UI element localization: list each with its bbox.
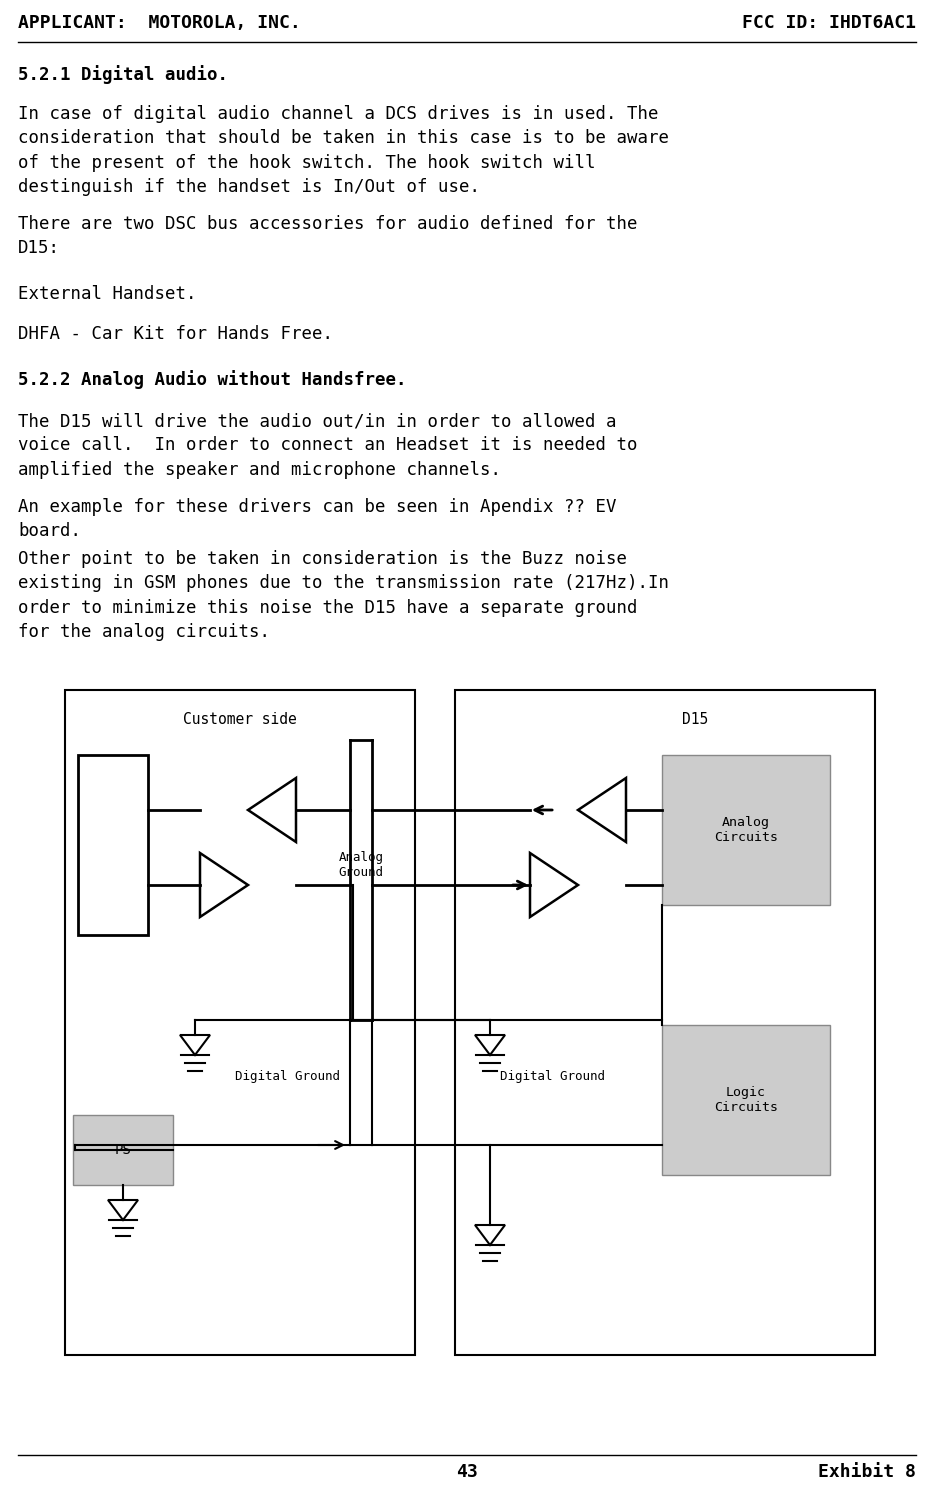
Bar — [65, 691, 415, 1354]
Text: 5.2.1 Digital audio.: 5.2.1 Digital audio. — [18, 64, 228, 84]
Text: Digital Ground: Digital Ground — [235, 1070, 340, 1082]
Text: FCC ID: IHDT6AC1: FCC ID: IHDT6AC1 — [742, 13, 916, 31]
Text: DHFA - Car Kit for Hands Free.: DHFA - Car Kit for Hands Free. — [18, 324, 333, 342]
Bar — [455, 691, 875, 1354]
Text: An example for these drivers can be seen in Apendix ?? EV
board.: An example for these drivers can be seen… — [18, 498, 616, 540]
Text: 43: 43 — [456, 1464, 478, 1482]
Text: Analog
Circuits: Analog Circuits — [714, 816, 778, 845]
Text: Other point to be taken in consideration is the Buzz noise
existing in GSM phone: Other point to be taken in consideration… — [18, 550, 669, 641]
Text: Digital Ground: Digital Ground — [500, 1070, 605, 1082]
Bar — [73, 1115, 173, 1186]
Text: PS: PS — [115, 1144, 132, 1157]
Bar — [78, 755, 148, 934]
Text: Exhibit 8: Exhibit 8 — [818, 1464, 916, 1482]
Text: Logic
Circuits: Logic Circuits — [714, 1085, 778, 1114]
Text: 5.2.2 Analog Audio without Handsfree.: 5.2.2 Analog Audio without Handsfree. — [18, 369, 406, 389]
Bar — [662, 755, 830, 904]
Text: Customer side: Customer side — [183, 712, 297, 727]
Text: D15: D15 — [682, 712, 708, 727]
Text: APPLICANT:  MOTOROLA, INC.: APPLICANT: MOTOROLA, INC. — [18, 13, 301, 31]
Text: External Handset.: External Handset. — [18, 286, 196, 303]
Bar — [662, 1026, 830, 1175]
Text: The D15 will drive the audio out/in in order to allowed a
voice call.  In order : The D15 will drive the audio out/in in o… — [18, 413, 638, 478]
Text: In case of digital audio channel a DCS drives is in used. The
consideration that: In case of digital audio channel a DCS d… — [18, 105, 669, 196]
Text: There are two DSC bus accessories for audio defined for the
D15:: There are two DSC bus accessories for au… — [18, 215, 638, 257]
Text: Analog
Ground: Analog Ground — [338, 851, 384, 879]
